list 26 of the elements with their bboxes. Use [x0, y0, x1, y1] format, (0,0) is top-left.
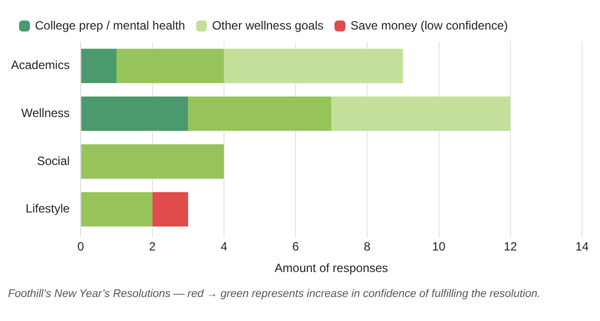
text: Foothill’s New Year’s Resolutions — red → green represents increase in confidence of fulfilling the resolution. [8, 288, 542, 300]
x-tick-label: 8 [364, 240, 371, 254]
bar [81, 96, 188, 131]
x-axis-title: Amount of responses [274, 261, 388, 276]
y-tick-label: Social [37, 154, 70, 168]
y-tick-label: Wellness [21, 106, 70, 120]
bar [188, 96, 332, 131]
y-tick-label: Lifestyle [26, 202, 70, 216]
x-tick-label: 6 [292, 240, 300, 254]
x-tick-label: 2 [148, 240, 156, 254]
x-tick-label: 14 [575, 240, 589, 254]
bar [81, 144, 224, 179]
bar [224, 48, 403, 84]
legend-label: Save money (low confidence) [350, 18, 508, 32]
legend-label: College prep / mental health [35, 18, 186, 32]
bar [116, 48, 224, 84]
bar [152, 192, 188, 227]
x-tick-label: 10 [432, 240, 446, 254]
y-tick-label: Academics [11, 58, 70, 72]
x-tick-label: 0 [77, 240, 84, 254]
bar [81, 48, 116, 84]
x-tick-label: 4 [220, 240, 228, 254]
legend-label: Other wellness goals [212, 18, 324, 32]
x-tick-label: 12 [504, 240, 518, 254]
bar [331, 96, 510, 131]
bar [81, 192, 152, 227]
